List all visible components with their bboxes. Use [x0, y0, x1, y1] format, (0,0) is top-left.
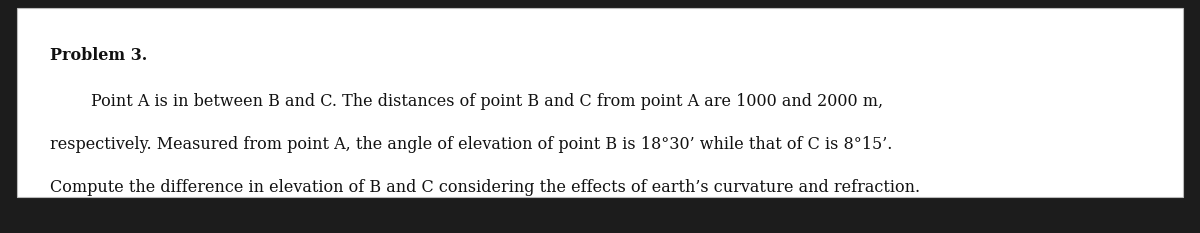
Text: respectively. Measured from point A, the angle of elevation of point B is 18°30’: respectively. Measured from point A, the…: [50, 136, 893, 153]
Text: Problem 3.: Problem 3.: [50, 47, 148, 64]
Text: Point A is in between B and C. The distances of point B and C from point A are 1: Point A is in between B and C. The dista…: [50, 93, 883, 110]
Text: Compute the difference in elevation of B and C considering the effects of earth’: Compute the difference in elevation of B…: [50, 179, 920, 196]
